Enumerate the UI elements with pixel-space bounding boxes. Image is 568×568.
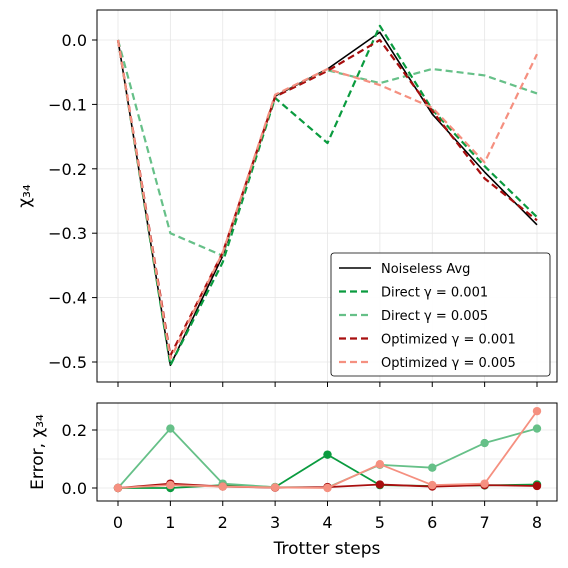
bottom-plot-panel: 0.0 0.2 0 1 2 3 4 5 6 7 8 Error, χ₃₄ Trotter step… <box>28 402 558 559</box>
bottom-series-point-1 <box>166 424 175 433</box>
bottom-x-tick-label: 3 <box>270 513 280 532</box>
bottom-x-tick-label: 6 <box>427 513 437 532</box>
top-series-group <box>116 24 538 367</box>
bottom-series-point-2 <box>532 481 542 491</box>
top-y-tick-label: −0.2 <box>48 160 87 179</box>
top-y-ticks: 0.0 −0.1 −0.2 −0.3 −0.4 −0.5 <box>48 31 97 372</box>
bottom-series-point-3 <box>428 480 437 490</box>
bottom-x-tick-label: 1 <box>165 513 175 532</box>
bottom-series-point-3 <box>480 479 489 488</box>
bottom-series-point-3 <box>218 482 227 491</box>
bottom-series-point-3 <box>166 480 175 490</box>
x-axis-label: Trotter steps <box>273 539 381 559</box>
bottom-series-point-0 <box>323 450 332 459</box>
legend-items: Noiseless Avg Direct γ = 0.001 Direct γ = … <box>339 262 516 371</box>
bottom-series-point-1 <box>480 438 489 448</box>
bottom-series-point-3 <box>375 460 385 469</box>
top-y-tick-label: −0.1 <box>48 95 87 114</box>
top-series-line-4 <box>116 39 538 360</box>
top-y-tick-label: −0.4 <box>48 289 87 308</box>
legend-frame <box>330 252 551 377</box>
legend-label-2: Direct γ = 0.005 <box>381 309 488 324</box>
bottom-x-ticks: 0 1 2 3 4 5 6 7 8 <box>113 501 542 532</box>
top-plot-panel: 0.0 −0.1 −0.2 −0.3 −0.4 −0.5 χ₃₄ Noiseless Av… <box>15 9 558 387</box>
bottom-x-tick-label: 2 <box>218 513 228 532</box>
bottom-series-point-3 <box>270 483 280 492</box>
bottom-y-axis-label: Error, χ₃₄ <box>28 414 48 490</box>
bottom-y-tick-label: 0.0 <box>62 479 87 498</box>
bottom-x-tick-label: 5 <box>375 513 385 532</box>
top-y-tick-label: 0.0 <box>62 31 87 50</box>
top-series-line-1 <box>116 24 538 367</box>
bottom-series-point-2 <box>375 480 385 489</box>
top-grid <box>97 10 557 382</box>
top-y-tick-label: −0.5 <box>48 353 87 372</box>
bottom-y-tick-label: 0.2 <box>62 421 87 440</box>
bottom-series-point-3 <box>113 483 123 493</box>
top-y-tick-label: −0.3 <box>48 224 87 243</box>
legend: Noiseless Avg Direct γ = 0.001 Direct γ = … <box>330 252 551 377</box>
bottom-x-tick-label: 7 <box>480 513 490 532</box>
top-x-ticks <box>117 382 538 387</box>
bottom-x-tick-label: 8 <box>532 513 542 532</box>
legend-label-3: Optimized γ = 0.001 <box>381 333 516 348</box>
legend-label-4: Optimized γ = 0.005 <box>381 356 516 371</box>
bottom-x-tick-label: 4 <box>322 513 332 532</box>
legend-label-0: Noiseless Avg <box>381 262 470 277</box>
bottom-series-group <box>113 406 542 493</box>
bottom-series-point-3 <box>323 483 332 493</box>
top-y-axis-label: χ₃₄ <box>15 184 35 208</box>
bottom-series-point-1 <box>532 424 542 433</box>
bottom-y-ticks: 0.0 0.2 <box>62 421 97 498</box>
bottom-series-point-1 <box>428 463 437 472</box>
bottom-series-point-3 <box>532 406 542 416</box>
bottom-x-tick-label: 0 <box>113 513 123 532</box>
legend-label-1: Direct γ = 0.001 <box>381 286 488 301</box>
